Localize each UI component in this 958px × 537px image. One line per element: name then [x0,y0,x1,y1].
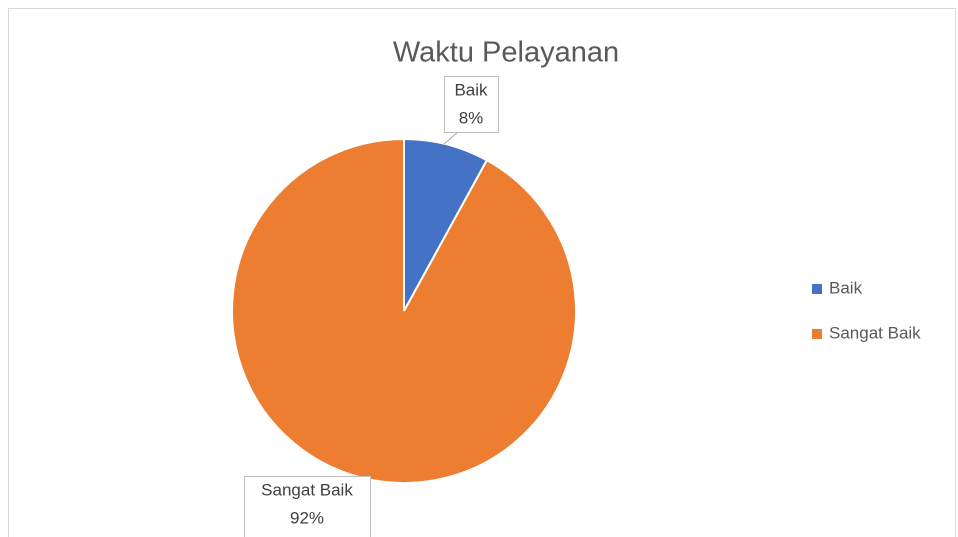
leader-line [443,131,459,145]
legend-label: Sangat Baik [829,323,921,342]
legend-swatch [812,329,822,339]
pie-slice [231,137,577,484]
legend-label: Baik [829,278,863,297]
data-label-box [444,76,499,133]
data-label-category: Baik [454,80,488,99]
data-label-category: Sangat Baik [261,480,353,499]
data-label-value: 92% [290,508,324,527]
chart-title: Waktu Pelayanan [393,37,619,69]
data-label-box [244,476,371,537]
data-label-value: 8% [459,108,484,127]
legend-swatch [812,284,822,294]
